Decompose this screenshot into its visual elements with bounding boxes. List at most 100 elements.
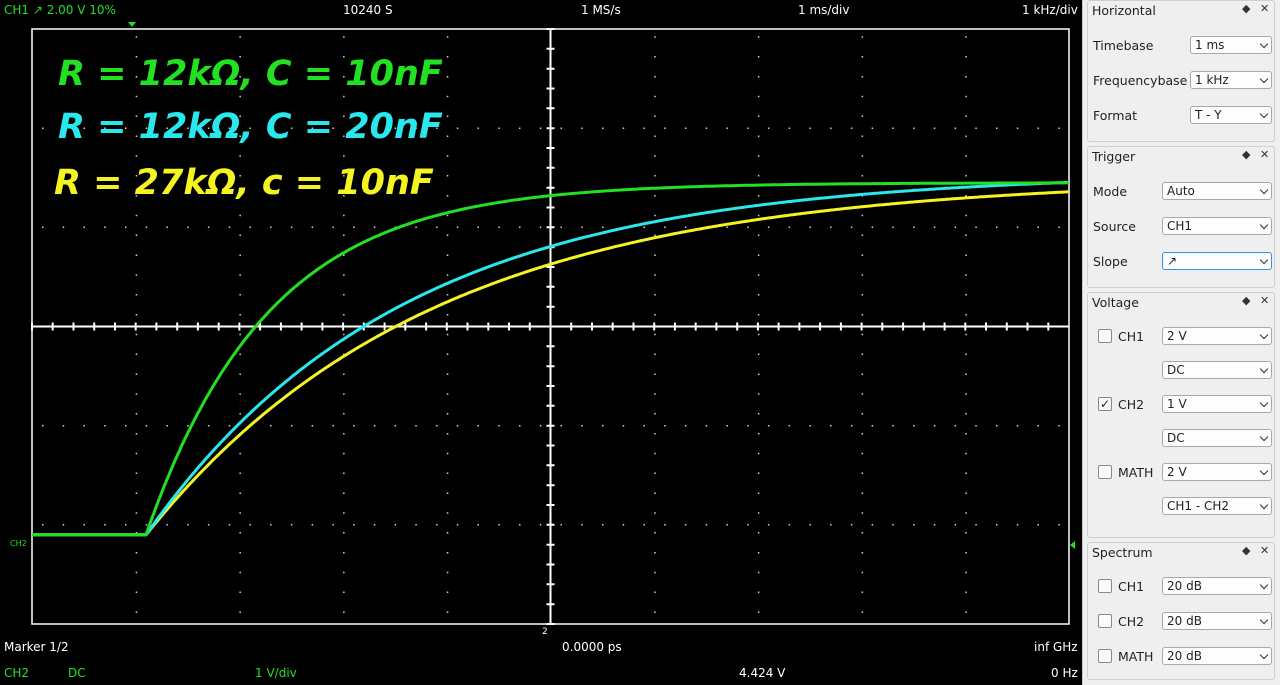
ch1-gain-select[interactable]: 2 V	[1162, 327, 1272, 345]
trigger-position-marker	[128, 22, 136, 27]
slope-select[interactable]: ↗	[1162, 252, 1272, 270]
spectrum-ch2-checkbox[interactable]	[1098, 614, 1112, 628]
samplerate-readout: 1 MS/s	[581, 3, 621, 17]
chevron-down-icon	[1259, 185, 1269, 195]
voltage-dock: Voltage ◆ ✕ CH1 2 V DC ✓ CH2 1 V DC MATH…	[1087, 292, 1275, 538]
chevron-down-icon	[1259, 255, 1269, 265]
spectrum-ch2-value: 20 dB	[1167, 614, 1202, 628]
marker-voltage: 4.424 V	[739, 666, 786, 680]
float-icon[interactable]: ◆	[1242, 294, 1251, 307]
close-icon[interactable]: ✕	[1260, 544, 1270, 557]
timebase-value: 1 ms	[1195, 38, 1225, 52]
legend-green: R = 12kΩ, C = 10nF	[58, 54, 443, 94]
float-icon[interactable]: ◆	[1242, 544, 1251, 557]
float-icon[interactable]: ◆	[1242, 2, 1251, 15]
spectrum-math-select[interactable]: 20 dB	[1162, 647, 1272, 665]
format-label: Format	[1093, 108, 1138, 123]
spectrum-math-value: 20 dB	[1167, 649, 1202, 663]
trigger-info: CH1 ↗ 2.00 V 10%	[4, 3, 116, 17]
source-select[interactable]: CH1	[1162, 217, 1272, 235]
spectrum-math-checkbox[interactable]	[1098, 649, 1112, 663]
float-icon[interactable]: ◆	[1242, 148, 1251, 161]
math-gain-select[interactable]: 2 V	[1162, 463, 1272, 481]
chevron-down-icon	[1259, 500, 1269, 510]
mode-select[interactable]: Auto	[1162, 182, 1272, 200]
math-label: MATH	[1118, 465, 1154, 480]
ch2-coupling-select[interactable]: DC	[1162, 429, 1272, 447]
spectrum-ch1-value: 20 dB	[1167, 579, 1202, 593]
marker-freq-value: 0 Hz	[1051, 666, 1078, 680]
ch1-coupling-select[interactable]: DC	[1162, 361, 1272, 379]
spectrum-ch1-select[interactable]: 20 dB	[1162, 577, 1272, 595]
trace-green	[32, 181, 1069, 537]
chevron-down-icon	[1259, 580, 1269, 590]
chevron-down-icon	[1259, 398, 1269, 408]
horizontal-title: Horizontal	[1092, 3, 1156, 18]
trace-yellow	[32, 190, 1070, 537]
legend-cyan: R = 12kΩ, C = 20nF	[58, 107, 443, 147]
timebase-select[interactable]: 1 ms	[1190, 36, 1272, 54]
chevron-down-icon	[1259, 109, 1269, 119]
chevron-down-icon	[1259, 615, 1269, 625]
chevron-down-icon	[1259, 432, 1269, 442]
oscilloscope-plot[interactable]	[0, 0, 1082, 685]
chevron-down-icon	[1259, 39, 1269, 49]
close-icon[interactable]: ✕	[1260, 148, 1270, 161]
ch1-checkbox[interactable]	[1098, 329, 1112, 343]
math-mode-value: CH1 - CH2	[1167, 499, 1230, 513]
ch2-channel-label: CH2	[4, 666, 30, 680]
ch2-coupling-label: DC	[68, 666, 86, 680]
ch2-level-marker: CH2	[10, 539, 27, 548]
samples-readout: 10240 S	[343, 3, 393, 17]
marker-label: Marker 1/2	[4, 640, 69, 654]
chevron-down-icon	[1259, 220, 1269, 230]
trigger-title: Trigger	[1092, 149, 1136, 164]
close-icon[interactable]: ✕	[1260, 2, 1270, 15]
ch1-gain-value: 2 V	[1167, 329, 1187, 343]
marker-frequency: inf GHz	[1034, 640, 1078, 654]
format-select[interactable]: T - Y	[1190, 106, 1272, 124]
legend-yellow: R = 27kΩ, c = 10nF	[54, 163, 434, 203]
slope-label: Slope	[1093, 254, 1128, 269]
ch2-gain-select[interactable]: 1 V	[1162, 395, 1272, 413]
ch2-checkbox[interactable]: ✓	[1098, 397, 1112, 411]
source-label: Source	[1093, 219, 1136, 234]
freqbase-readout: 1 kHz/div	[1022, 3, 1078, 17]
math-checkbox[interactable]	[1098, 465, 1112, 479]
mode-label: Mode	[1093, 184, 1128, 199]
spectrum-ch2-select[interactable]: 20 dB	[1162, 612, 1272, 630]
grid-dots	[42, 36, 1060, 613]
timebase-readout: 1 ms/div	[798, 3, 850, 17]
marker-time: 0.0000 ps	[562, 640, 622, 654]
spectrum-ch1-checkbox[interactable]	[1098, 579, 1112, 593]
horizontal-dock: Horizontal ◆ ✕ Timebase 1 ms Frequencyba…	[1087, 0, 1275, 142]
chevron-down-icon	[1259, 650, 1269, 660]
frequencybase-select[interactable]: 1 kHz	[1190, 71, 1272, 89]
ch2-volts-div: 1 V/div	[255, 666, 297, 680]
spectrum-math-label: MATH	[1118, 649, 1154, 664]
close-icon[interactable]: ✕	[1260, 294, 1270, 307]
frequencybase-value: 1 kHz	[1195, 73, 1229, 87]
voltage-title: Voltage	[1092, 295, 1139, 310]
ch1-label: CH1	[1118, 329, 1145, 344]
ch2-gain-value: 1 V	[1167, 397, 1187, 411]
ch2-label: CH2	[1118, 397, 1145, 412]
math-mode-select[interactable]: CH1 - CH2	[1162, 497, 1272, 515]
axis-ticks	[31, 28, 1050, 625]
format-value: T - Y	[1195, 108, 1222, 122]
spectrum-title: Spectrum	[1092, 545, 1153, 560]
math-gain-value: 2 V	[1167, 465, 1187, 479]
slope-value: ↗	[1167, 254, 1178, 268]
scope-view: CH1 ↗ 2.00 V 10% 10240 S 1 MS/s 1 ms/div…	[0, 0, 1082, 685]
chevron-down-icon	[1259, 466, 1269, 476]
marker-number: 2	[542, 627, 548, 637]
trace-cyan	[32, 180, 1069, 537]
chevron-down-icon	[1259, 330, 1269, 340]
source-value: CH1	[1167, 219, 1193, 233]
trigger-dock: Trigger ◆ ✕ Mode Auto Source CH1 Slope ↗	[1087, 146, 1275, 288]
trigger-level-marker	[1070, 541, 1075, 549]
mode-value: Auto	[1167, 184, 1195, 198]
settings-panel: Horizontal ◆ ✕ Timebase 1 ms Frequencyba…	[1082, 0, 1280, 685]
timebase-label: Timebase	[1093, 38, 1154, 53]
chevron-down-icon	[1259, 364, 1269, 374]
